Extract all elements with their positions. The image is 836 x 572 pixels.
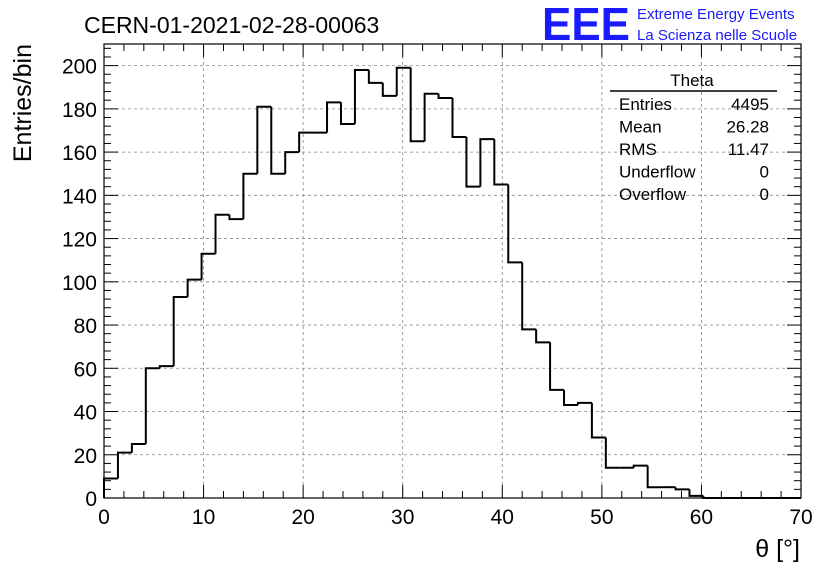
y-tick-label: 120: [62, 229, 97, 252]
histogram-bin: [479, 138, 495, 187]
stats-row-value: 0: [760, 185, 769, 204]
y-tick-label: 180: [62, 99, 97, 122]
x-tick-label: 30: [391, 506, 414, 529]
histogram-bin: [493, 139, 509, 186]
x-axis-label: θ [°]: [755, 535, 800, 563]
histogram-bin: [298, 131, 314, 153]
y-tick-label: 60: [74, 358, 97, 381]
eee-logo: EEE Extreme Energy Events La Scienza nel…: [542, 0, 797, 50]
histogram-bin: [284, 151, 300, 174]
histogram-bin: [242, 172, 258, 220]
histogram-bin: [116, 451, 132, 479]
stats-row-value: 11.47: [728, 140, 769, 159]
histogram-bin: [563, 389, 578, 407]
histogram-bin: [158, 365, 174, 369]
histogram-bin: [339, 102, 355, 125]
histogram-bin: [172, 295, 188, 367]
histogram-bin: [423, 92, 439, 142]
histogram-bin: [465, 136, 481, 188]
histogram-bin: [103, 477, 118, 498]
histogram-bin: [646, 465, 662, 489]
logo-eee-text: EEE: [542, 0, 630, 50]
histogram-bin: [144, 367, 160, 444]
run-title: CERN-01-2021-02-28-00063: [84, 12, 379, 38]
x-tick-label: 60: [690, 506, 713, 529]
histogram-bin: [688, 489, 704, 497]
logo-line-1: Extreme Energy Events: [637, 6, 795, 23]
histogram-series: [103, 66, 801, 499]
plot-frame: [103, 43, 802, 499]
histogram-bin: [395, 66, 411, 96]
histogram-bin: [549, 342, 565, 391]
histogram-bin: [381, 82, 397, 97]
stats-row-value: 0: [760, 163, 769, 182]
histogram-bin: [451, 98, 467, 138]
y-tick-label: 100: [62, 272, 97, 295]
x-tick-label: 40: [491, 506, 514, 529]
histogram-bin: [632, 464, 648, 468]
histogram-bin: [521, 262, 537, 331]
stats-row-label: Overflow: [619, 185, 687, 204]
histogram-bin: [256, 105, 272, 174]
x-tick-label: 70: [789, 506, 812, 529]
histogram-bin: [437, 93, 453, 100]
y-tick-label: 140: [62, 185, 97, 208]
x-tick-labels: 0 10 20 30 40 50 60 70: [98, 506, 813, 529]
histogram-bin: [590, 402, 606, 439]
y-tick-label: 0: [85, 488, 97, 511]
histogram-bin: [130, 442, 146, 453]
stats-row-label: RMS: [619, 140, 657, 159]
histogram-bin: [674, 487, 690, 491]
histogram-bin: [367, 69, 383, 84]
histogram-bin: [228, 214, 244, 221]
stats-row-value: 4495: [731, 95, 769, 114]
stats-box: Theta Entries 4495 Mean 26.28 RMS 11.47 Underf…: [610, 71, 777, 204]
x-tick-label: 20: [291, 506, 314, 529]
histogram-bin: [409, 67, 425, 143]
y-tick-labels: 0 20 40 60 80 100 120 140 160 180 200: [62, 56, 97, 511]
x-tick-label: 50: [590, 506, 613, 529]
x-tick-label: 10: [192, 506, 215, 529]
y-tick-label: 200: [62, 56, 97, 79]
histogram-bin: [200, 252, 216, 280]
histogram-bin: [535, 329, 551, 344]
histogram-bin: [604, 437, 620, 469]
y-tick-label: 80: [74, 315, 97, 338]
y-tick-label: 40: [74, 402, 97, 425]
x-tick-label: 0: [98, 506, 110, 529]
grid-lines: [104, 44, 801, 498]
y-axis-label: Entries/bin: [9, 44, 37, 162]
y-tick-label: 20: [74, 445, 97, 468]
histogram-bin: [576, 401, 592, 406]
stats-row-value: 26.28: [726, 118, 769, 137]
histogram-bin: [507, 184, 523, 264]
stats-row-label: Entries: [619, 95, 672, 114]
histogram-bin: [214, 213, 230, 254]
histogram-bin: [353, 68, 369, 124]
histogram-bin: [326, 101, 341, 133]
histogram-bin: [270, 106, 286, 175]
logo-line-2: La Scienza nelle Scuole: [637, 27, 797, 44]
histogram-bin: [186, 278, 202, 297]
stats-row-label: Underflow: [619, 163, 696, 182]
stats-row-label: Mean: [619, 118, 662, 137]
axis-ticks: [103, 44, 802, 499]
stats-title: Theta: [670, 71, 714, 90]
y-tick-label: 160: [62, 142, 97, 165]
